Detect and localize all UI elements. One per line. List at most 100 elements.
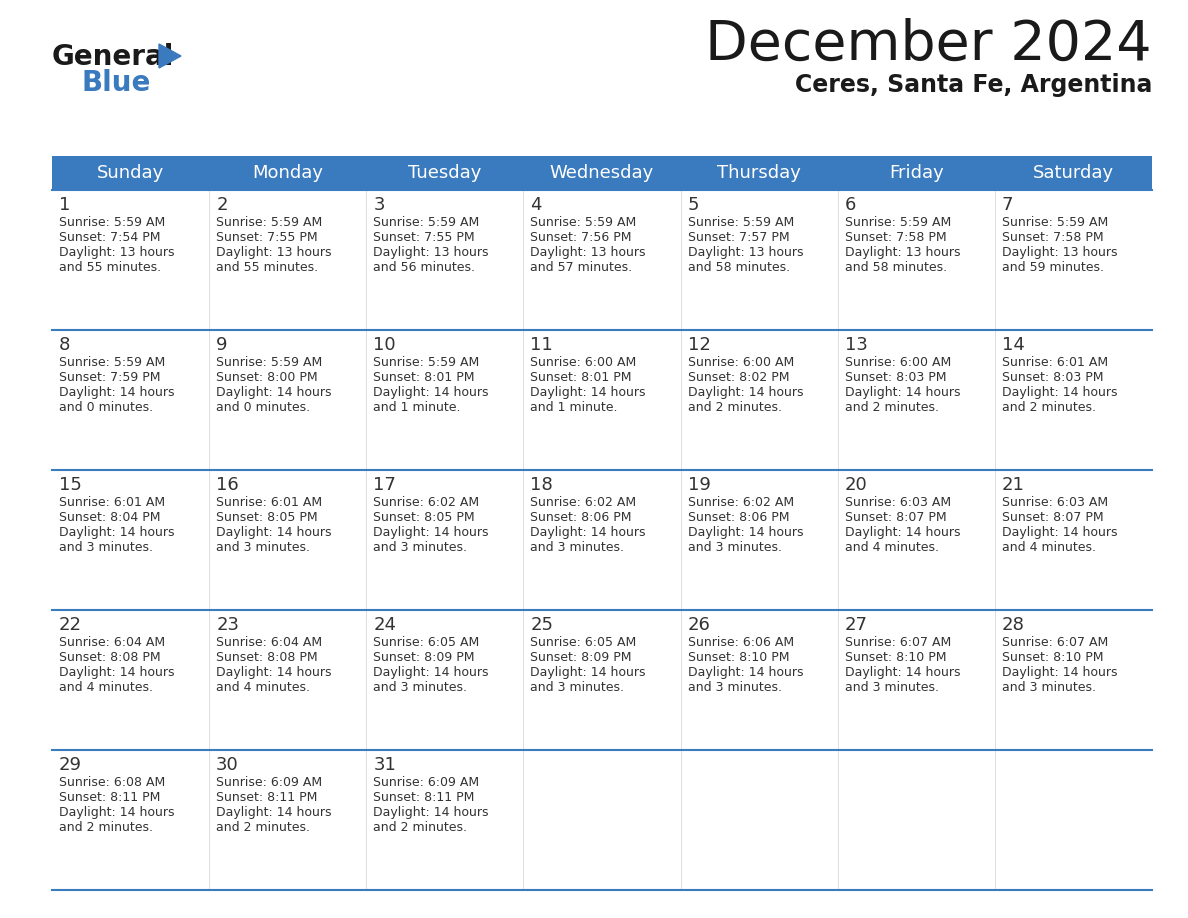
- Text: Sunrise: 6:09 AM: Sunrise: 6:09 AM: [373, 776, 480, 789]
- Text: and 3 minutes.: and 3 minutes.: [373, 681, 467, 694]
- Text: Sunset: 8:11 PM: Sunset: 8:11 PM: [216, 791, 317, 804]
- Text: Sunrise: 6:00 AM: Sunrise: 6:00 AM: [688, 356, 794, 369]
- Text: Daylight: 14 hours: Daylight: 14 hours: [59, 526, 175, 539]
- Text: Sunrise: 6:09 AM: Sunrise: 6:09 AM: [216, 776, 322, 789]
- Text: Daylight: 14 hours: Daylight: 14 hours: [688, 526, 803, 539]
- Text: Sunrise: 6:06 AM: Sunrise: 6:06 AM: [688, 636, 794, 649]
- Text: December 2024: December 2024: [706, 18, 1152, 72]
- Text: Sunrise: 6:04 AM: Sunrise: 6:04 AM: [216, 636, 322, 649]
- Text: 6: 6: [845, 196, 857, 214]
- Polygon shape: [159, 44, 181, 68]
- Text: Thursday: Thursday: [718, 164, 801, 182]
- Text: Daylight: 13 hours: Daylight: 13 hours: [530, 246, 646, 259]
- Text: and 3 minutes.: and 3 minutes.: [1001, 681, 1095, 694]
- Text: Daylight: 13 hours: Daylight: 13 hours: [216, 246, 331, 259]
- Text: Sunset: 8:04 PM: Sunset: 8:04 PM: [59, 511, 160, 524]
- Text: Sunrise: 6:01 AM: Sunrise: 6:01 AM: [1001, 356, 1108, 369]
- Text: Daylight: 13 hours: Daylight: 13 hours: [59, 246, 175, 259]
- Text: Sunrise: 6:03 AM: Sunrise: 6:03 AM: [845, 496, 950, 509]
- Text: and 0 minutes.: and 0 minutes.: [59, 401, 153, 414]
- Text: Daylight: 14 hours: Daylight: 14 hours: [59, 806, 175, 819]
- Text: Daylight: 13 hours: Daylight: 13 hours: [373, 246, 488, 259]
- Text: Blue: Blue: [82, 69, 151, 97]
- Text: and 57 minutes.: and 57 minutes.: [530, 261, 632, 274]
- Text: Daylight: 14 hours: Daylight: 14 hours: [845, 386, 960, 399]
- Text: Daylight: 14 hours: Daylight: 14 hours: [373, 386, 488, 399]
- Text: Sunset: 8:10 PM: Sunset: 8:10 PM: [688, 651, 789, 664]
- Text: Daylight: 14 hours: Daylight: 14 hours: [688, 386, 803, 399]
- Text: Daylight: 14 hours: Daylight: 14 hours: [845, 526, 960, 539]
- Text: Sunset: 8:01 PM: Sunset: 8:01 PM: [373, 371, 475, 384]
- Text: and 4 minutes.: and 4 minutes.: [59, 681, 153, 694]
- Text: Sunset: 8:03 PM: Sunset: 8:03 PM: [845, 371, 946, 384]
- Text: Sunset: 8:05 PM: Sunset: 8:05 PM: [216, 511, 317, 524]
- Text: Daylight: 14 hours: Daylight: 14 hours: [688, 666, 803, 679]
- Text: Sunset: 8:01 PM: Sunset: 8:01 PM: [530, 371, 632, 384]
- Text: Sunset: 7:56 PM: Sunset: 7:56 PM: [530, 231, 632, 244]
- Text: Saturday: Saturday: [1032, 164, 1114, 182]
- Text: Sunrise: 6:00 AM: Sunrise: 6:00 AM: [845, 356, 950, 369]
- Text: Ceres, Santa Fe, Argentina: Ceres, Santa Fe, Argentina: [795, 73, 1152, 97]
- Text: Daylight: 14 hours: Daylight: 14 hours: [59, 666, 175, 679]
- Text: Sunset: 7:58 PM: Sunset: 7:58 PM: [1001, 231, 1104, 244]
- Text: and 2 minutes.: and 2 minutes.: [688, 401, 782, 414]
- Text: Sunset: 8:08 PM: Sunset: 8:08 PM: [59, 651, 160, 664]
- Text: Sunset: 8:10 PM: Sunset: 8:10 PM: [1001, 651, 1104, 664]
- Text: Sunrise: 5:59 AM: Sunrise: 5:59 AM: [530, 216, 637, 229]
- Text: Sunrise: 5:59 AM: Sunrise: 5:59 AM: [1001, 216, 1108, 229]
- Text: Sunset: 8:06 PM: Sunset: 8:06 PM: [530, 511, 632, 524]
- Text: 11: 11: [530, 336, 554, 354]
- Text: and 2 minutes.: and 2 minutes.: [216, 821, 310, 834]
- Text: and 3 minutes.: and 3 minutes.: [530, 681, 625, 694]
- Text: 15: 15: [59, 476, 82, 494]
- Text: and 4 minutes.: and 4 minutes.: [216, 681, 310, 694]
- Text: Sunset: 8:06 PM: Sunset: 8:06 PM: [688, 511, 789, 524]
- Text: Sunset: 8:07 PM: Sunset: 8:07 PM: [1001, 511, 1104, 524]
- Text: Sunset: 7:55 PM: Sunset: 7:55 PM: [373, 231, 475, 244]
- Text: Daylight: 13 hours: Daylight: 13 hours: [1001, 246, 1118, 259]
- Text: and 3 minutes.: and 3 minutes.: [845, 681, 939, 694]
- Text: Sunrise: 5:59 AM: Sunrise: 5:59 AM: [845, 216, 950, 229]
- Text: Sunrise: 6:02 AM: Sunrise: 6:02 AM: [530, 496, 637, 509]
- Text: and 2 minutes.: and 2 minutes.: [373, 821, 467, 834]
- Bar: [52, 610, 1152, 750]
- Text: Tuesday: Tuesday: [409, 164, 481, 182]
- Text: 14: 14: [1001, 336, 1025, 354]
- Text: Daylight: 14 hours: Daylight: 14 hours: [530, 526, 646, 539]
- Bar: [52, 190, 1152, 330]
- Text: Daylight: 14 hours: Daylight: 14 hours: [373, 526, 488, 539]
- Text: Daylight: 14 hours: Daylight: 14 hours: [216, 526, 331, 539]
- Text: 28: 28: [1001, 616, 1025, 634]
- Text: 18: 18: [530, 476, 554, 494]
- Text: Sunrise: 6:04 AM: Sunrise: 6:04 AM: [59, 636, 165, 649]
- Text: Monday: Monday: [252, 164, 323, 182]
- Text: 19: 19: [688, 476, 710, 494]
- Text: 20: 20: [845, 476, 867, 494]
- Text: Daylight: 14 hours: Daylight: 14 hours: [373, 806, 488, 819]
- Text: Sunset: 8:02 PM: Sunset: 8:02 PM: [688, 371, 789, 384]
- Text: Daylight: 14 hours: Daylight: 14 hours: [373, 666, 488, 679]
- Text: Sunrise: 5:59 AM: Sunrise: 5:59 AM: [373, 356, 480, 369]
- Text: Sunset: 8:11 PM: Sunset: 8:11 PM: [59, 791, 160, 804]
- Text: Sunset: 8:07 PM: Sunset: 8:07 PM: [845, 511, 947, 524]
- Bar: [52, 470, 1152, 610]
- Text: Daylight: 14 hours: Daylight: 14 hours: [845, 666, 960, 679]
- Text: and 55 minutes.: and 55 minutes.: [59, 261, 162, 274]
- Text: 8: 8: [59, 336, 70, 354]
- Text: Daylight: 14 hours: Daylight: 14 hours: [1001, 526, 1118, 539]
- Text: Daylight: 14 hours: Daylight: 14 hours: [1001, 386, 1118, 399]
- Text: and 2 minutes.: and 2 minutes.: [1001, 401, 1095, 414]
- Text: Sunrise: 6:05 AM: Sunrise: 6:05 AM: [530, 636, 637, 649]
- Bar: [52, 330, 1152, 470]
- Text: and 3 minutes.: and 3 minutes.: [59, 541, 153, 554]
- Text: and 3 minutes.: and 3 minutes.: [688, 541, 782, 554]
- Text: 24: 24: [373, 616, 397, 634]
- Text: 27: 27: [845, 616, 867, 634]
- Text: Daylight: 14 hours: Daylight: 14 hours: [216, 806, 331, 819]
- Text: Sunrise: 6:03 AM: Sunrise: 6:03 AM: [1001, 496, 1108, 509]
- Text: and 3 minutes.: and 3 minutes.: [530, 541, 625, 554]
- Text: 29: 29: [59, 756, 82, 774]
- Text: and 3 minutes.: and 3 minutes.: [688, 681, 782, 694]
- Text: 31: 31: [373, 756, 396, 774]
- Text: Daylight: 13 hours: Daylight: 13 hours: [845, 246, 960, 259]
